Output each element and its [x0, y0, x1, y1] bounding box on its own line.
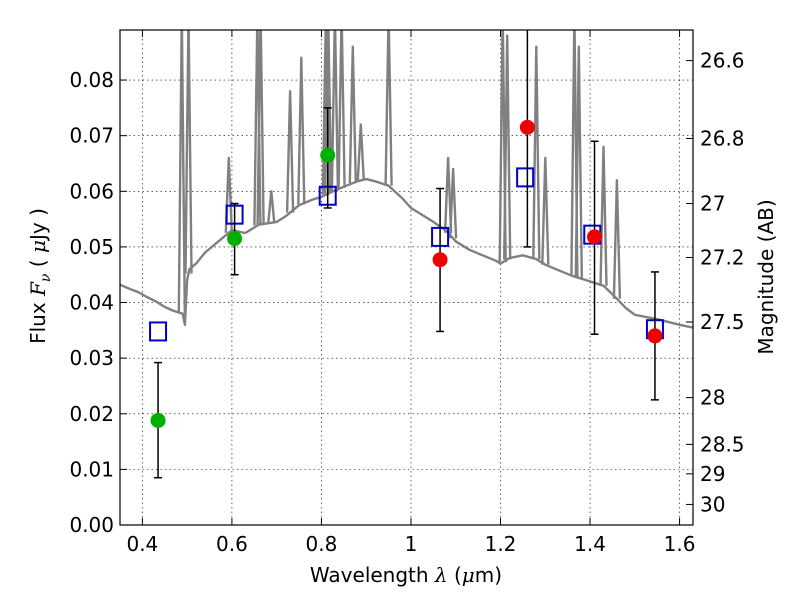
x-tick-label: 1.2	[485, 532, 517, 556]
green-data-point	[320, 147, 336, 163]
model-photometry-square	[149, 321, 168, 342]
green-data-point	[227, 231, 243, 247]
y2-tick-label: 28	[700, 386, 725, 410]
red-data-point	[519, 119, 535, 135]
y2-tick-label: 28.5	[700, 432, 745, 456]
emission-line-spike	[330, 30, 340, 191]
emission-line-spike	[337, 30, 346, 188]
emission-line-spike	[184, 30, 193, 274]
red-data-point	[647, 328, 663, 344]
y2-tick-label: 30	[700, 492, 725, 516]
plot-frame	[119, 29, 694, 526]
red-data-point	[587, 229, 603, 245]
green-data-point	[150, 412, 166, 428]
grid-lines	[120, 30, 693, 525]
emission-line-spike	[256, 30, 265, 225]
y-tick-label: 0.05	[69, 235, 114, 259]
red-data-point	[432, 252, 448, 268]
x-tick-label: 0.8	[306, 532, 338, 556]
y-tick-label: 0.03	[69, 346, 114, 370]
emission-line-spike	[297, 56, 306, 205]
y2-tick-label: 26.8	[700, 126, 745, 150]
emission-line-spike	[356, 123, 365, 181]
y-tick-label: 0.08	[69, 68, 114, 92]
plot-area	[120, 30, 693, 479]
x-tick-label: 1.4	[574, 532, 606, 556]
y2-tick-label: 27	[700, 192, 725, 216]
y-tick-label: 0.04	[69, 291, 114, 315]
emission-line-spike	[541, 156, 550, 265]
model-spectrum-line	[120, 177, 693, 329]
y-tick-label: 0.07	[69, 124, 114, 148]
emission-line-spike	[448, 167, 458, 239]
y2-tick-label: 29	[700, 462, 725, 486]
y2-tick-label: 26.6	[700, 49, 745, 73]
y2-axis-label: Magnitude (AB)	[754, 199, 778, 354]
x-axis-label: Wavelength λ (μm)	[310, 563, 502, 587]
x-tick-label: 1	[405, 532, 418, 556]
y-tick-label: 0.06	[69, 179, 114, 203]
emission-line-spike	[267, 190, 276, 223]
x-tick-label: 1.6	[664, 532, 696, 556]
y-tick-label: 0.02	[69, 402, 114, 426]
axes: 0.4 0.6 0.8 1 1.2 1.4 1.6 0.00 0.01 0.02 0.03 0.04 0…	[69, 30, 745, 556]
y-tick-label: 0.01	[69, 457, 114, 481]
emission-line-spike	[612, 179, 622, 299]
emission-line-spike	[285, 90, 295, 213]
emission-line-spike	[503, 34, 512, 260]
y2-tick-label: 27.2	[700, 245, 745, 269]
y-tick-label: 0.00	[69, 513, 114, 537]
x-tick-label: 0.4	[126, 532, 158, 556]
emission-line-spike	[384, 30, 393, 186]
emission-line-spike	[324, 30, 333, 194]
y-axis-label: Flux Fν ( μJy )	[26, 208, 54, 344]
emission-line-spike	[574, 45, 583, 278]
emission-line-spike	[177, 30, 186, 314]
x-tick-label: 0.6	[216, 532, 248, 556]
emission-line-spike	[532, 45, 541, 260]
emission-line-spike	[348, 45, 357, 184]
y2-tick-label: 27.5	[700, 310, 745, 334]
model-photometry-square	[516, 167, 535, 188]
emission-line-spike	[443, 156, 453, 233]
